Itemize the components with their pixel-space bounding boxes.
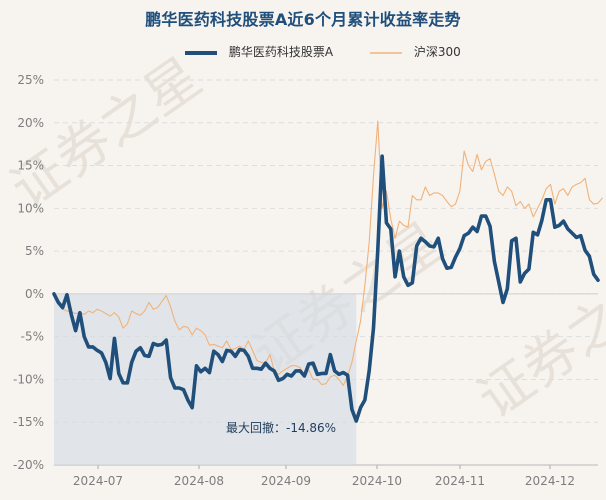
y-tick-label-9: -20% [13,458,44,472]
x-tick-label-4: 2024-11 [435,474,485,488]
y-tick-label-2: 15% [17,159,44,173]
legend-label-fund: 鹏华医药科技股票A [228,45,334,59]
x-tick-label-3: 2024-10 [352,474,402,488]
watermark-text-2: 证券之星 [466,255,606,430]
legend-label-index: 沪深300 [413,45,461,59]
drawdown-shade [54,293,357,465]
y-tick-label-7: -10% [13,372,44,386]
x-tick-label-5: 2024-12 [525,474,575,488]
watermark-text-0: 证券之星 [0,45,212,220]
y-tick-label-4: 5% [25,244,44,258]
max-drawdown-annotation: 最大回撤：-14.86% [226,420,336,435]
series-line-0 [52,154,600,423]
x-tick-label-2: 2024-09 [261,474,311,488]
y-tick-label-0: 25% [17,73,44,87]
x-tick-label-0: 2024-07 [73,474,123,488]
chart-title: 鹏华医药科技股票A近6个月累计收益率走势 [145,10,461,29]
legend-swatch-index [370,51,402,54]
y-tick-label-3: 10% [17,201,44,215]
legend-item-index: 沪深300 [370,43,461,61]
series-line-1 [53,120,603,386]
x-tick-label-1: 2024-08 [174,474,224,488]
legend-swatch-fund [185,50,217,55]
y-tick-label-8: -15% [13,415,44,429]
y-tick-label-1: 20% [17,116,44,130]
legend-item-fund: 鹏华医药科技股票A [185,43,333,61]
y-tick-label-5: 0% [25,287,44,301]
chart-legend: 鹏华医药科技股票A 沪深300 [0,43,606,61]
y-tick-label-6: -5% [21,330,44,344]
